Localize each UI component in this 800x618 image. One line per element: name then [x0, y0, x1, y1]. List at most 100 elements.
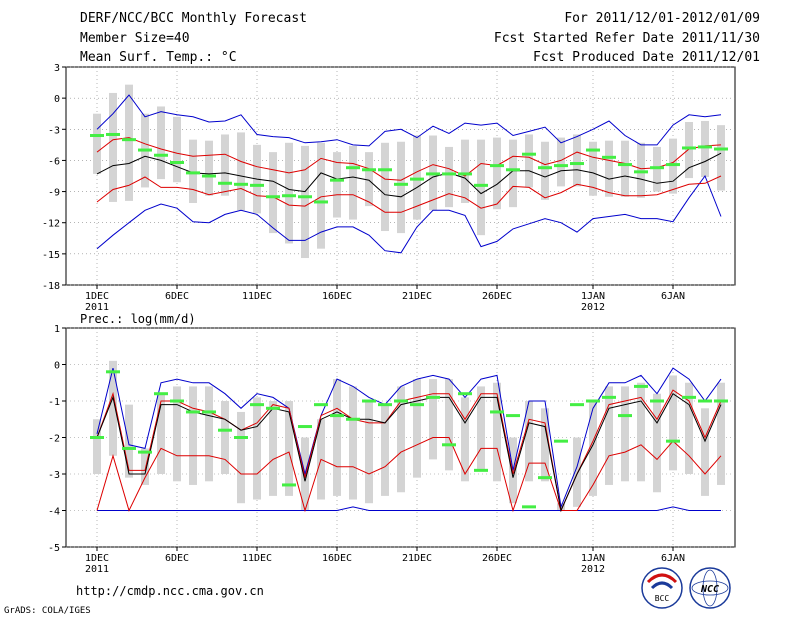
observed-mark	[138, 450, 152, 454]
x-tick-label: 1DEC	[85, 291, 109, 302]
member-range-box	[445, 146, 453, 208]
variable-label: Mean Surf. Temp.: °C	[80, 50, 237, 65]
observed-mark	[410, 403, 424, 407]
observed-mark	[186, 410, 200, 414]
observed-mark	[554, 439, 568, 443]
member-range-box	[173, 386, 181, 482]
observed-mark	[202, 410, 216, 414]
member-range-box	[605, 386, 613, 485]
bcc-logo-text: BCC	[655, 594, 670, 603]
observed-mark	[554, 164, 568, 168]
member-range-box	[221, 134, 229, 196]
member-range-box	[557, 137, 565, 187]
x-tick-label: 6DEC	[165, 291, 189, 302]
observed-mark	[122, 138, 136, 142]
observed-mark	[106, 132, 120, 136]
observed-mark	[714, 147, 728, 151]
member-range-box	[605, 140, 613, 197]
observed-mark	[170, 399, 184, 403]
member-size: Member Size=40	[80, 31, 190, 46]
observed-mark	[362, 168, 376, 172]
observed-mark	[682, 395, 696, 399]
member-range-box	[493, 137, 501, 210]
observed-mark	[650, 166, 664, 170]
x-tick-label: 6DEC	[165, 553, 189, 564]
member-range-box	[205, 386, 213, 482]
observed-mark	[362, 399, 376, 403]
x-tick-label: 26DEC	[482, 553, 512, 564]
observed-mark	[218, 181, 232, 185]
member-range-box	[477, 386, 485, 471]
x-tick-label: 16DEC	[322, 291, 352, 302]
observed-mark	[634, 384, 648, 388]
source-url[interactable]: http://cmdp.ncc.cma.gov.cn	[76, 584, 264, 598]
member-range-box	[541, 141, 549, 200]
x-tick-label: 21DEC	[402, 553, 432, 564]
member-range-box	[701, 408, 709, 496]
x-tick-label: 11DEC	[242, 291, 272, 302]
x-tick-label: 26DEC	[482, 291, 512, 302]
observed-mark	[666, 163, 680, 167]
observed-mark	[538, 166, 552, 170]
observed-mark	[298, 195, 312, 199]
x-tick-label: 1DEC	[85, 553, 109, 564]
member-range-box	[589, 141, 597, 196]
observed-mark	[426, 395, 440, 399]
observed-mark	[234, 182, 248, 186]
lower-spread-line	[96, 437, 722, 513]
min-line	[97, 506, 721, 511]
member-range-box	[637, 142, 645, 198]
forecast-produced-date: Fcst Produced Date 2011/12/01	[533, 50, 760, 65]
member-range-box	[701, 120, 709, 178]
member-range-box	[269, 401, 277, 496]
member-range-box	[109, 360, 117, 456]
observed-mark	[266, 195, 280, 199]
forecast-period: For 2011/12/01-2012/01/09	[564, 11, 760, 26]
member-range-box	[685, 382, 693, 474]
member-range-box	[477, 139, 485, 236]
member-range-box	[157, 106, 165, 180]
y-tick-label: -1	[48, 397, 60, 408]
member-range-box	[653, 146, 661, 192]
member-range-box	[349, 386, 357, 500]
observed-mark	[106, 370, 120, 374]
member-range-box	[525, 401, 533, 482]
x-tick-label: 11DEC	[242, 553, 272, 564]
observed-mark	[330, 178, 344, 182]
member-range-box	[237, 132, 245, 211]
observed-mark	[698, 145, 712, 149]
y-tick-label: 0	[54, 94, 60, 105]
observed-mark	[138, 148, 152, 152]
observed-mark	[90, 134, 104, 138]
observed-mark	[202, 174, 216, 178]
x-tick-label: 21DEC	[402, 291, 432, 302]
member-range-box	[717, 125, 725, 191]
observed-mark	[666, 439, 680, 443]
observed-mark	[298, 425, 312, 429]
observed-mark	[522, 152, 536, 156]
member-range-box	[637, 382, 645, 482]
forecast-started-date: Fcst Started Refer Date 2011/11/30	[494, 31, 760, 46]
member-range-box	[205, 140, 213, 196]
member-range-box	[189, 386, 197, 485]
y-tick-label: -18	[42, 281, 60, 292]
y-tick-label: 3	[54, 63, 60, 74]
observed-mark	[250, 183, 264, 187]
member-range-box	[509, 139, 517, 208]
observed-mark	[474, 183, 488, 187]
observed-mark	[330, 414, 344, 418]
precip-panel-label: Prec.: log(mm/d)	[80, 312, 196, 326]
member-range-box	[461, 139, 469, 203]
observed-mark	[250, 403, 264, 407]
y-tick-label: -12	[42, 219, 60, 230]
member-range-box	[221, 401, 229, 474]
observed-mark	[506, 414, 520, 418]
member-range-box	[621, 140, 629, 197]
member-range-box	[365, 401, 373, 504]
observed-mark	[490, 164, 504, 168]
member-range-box	[109, 92, 117, 202]
member-range-box	[685, 122, 693, 179]
upper-spread-line	[96, 389, 722, 513]
lower-spread-line	[96, 175, 722, 213]
